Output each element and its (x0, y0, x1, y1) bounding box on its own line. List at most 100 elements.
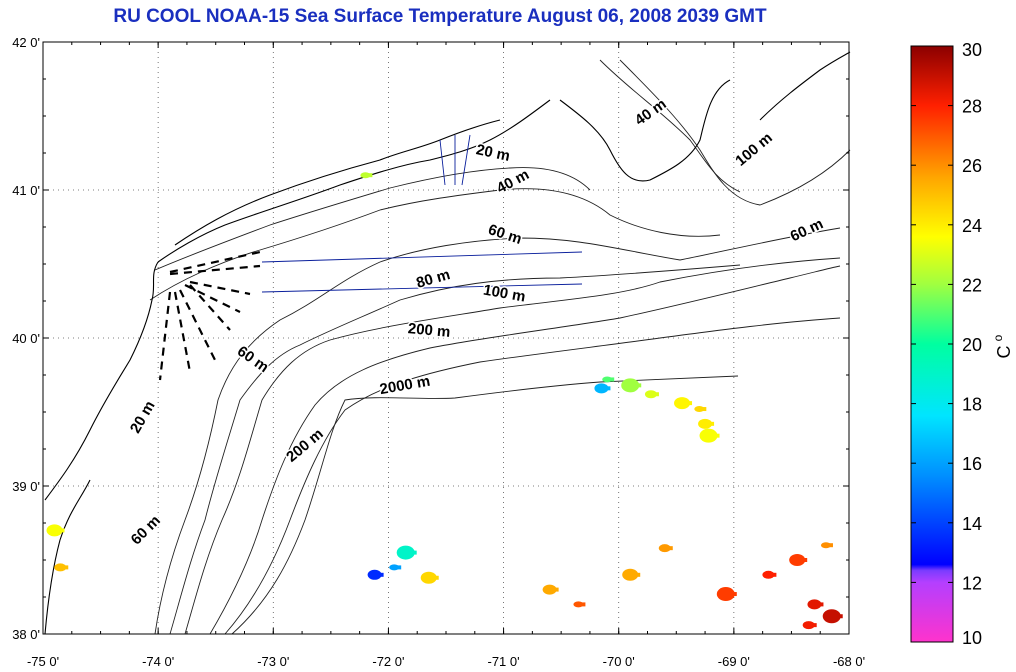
contour-label: 60 m (486, 221, 524, 248)
map-grid (43, 42, 849, 634)
sst-pixel (610, 377, 615, 382)
coastline-delmarva (44, 479, 91, 635)
sst-patch (621, 378, 640, 393)
contour-label: 20 m (127, 398, 159, 436)
sst-patch (789, 554, 806, 566)
coastline-maine (759, 51, 851, 121)
colorbar-tick-label: 30 (962, 40, 982, 60)
sst-pixel (715, 433, 720, 438)
approach-lines (158, 250, 261, 381)
contour-40m-gom (599, 59, 741, 193)
contour-100m (184, 257, 841, 635)
colorbar-tick-label: 28 (962, 97, 982, 117)
coastline (44, 51, 851, 635)
approach-line (158, 291, 172, 381)
sst-pixel (397, 565, 402, 570)
colorbar-tick-label: 16 (962, 454, 982, 474)
sst-pixel (803, 558, 808, 562)
lon-tick-label: -70 0' (603, 654, 635, 669)
sst-patch (360, 172, 371, 179)
lon-tick-label: -68 0' (833, 654, 865, 669)
approach-line (189, 280, 251, 296)
shipping-lanes (261, 134, 583, 293)
sst-patch (802, 621, 815, 630)
sst-pixel (702, 407, 707, 412)
sst-patch (762, 570, 775, 579)
sst-patch (674, 397, 691, 410)
sst-pixel (581, 602, 586, 607)
lat-tick-label: 42 0' (12, 35, 40, 50)
sst-patch (658, 544, 671, 553)
contour-60m (154, 227, 841, 635)
lon-tick-label: -72 0' (372, 654, 404, 669)
lat-tick-label: 41 0' (12, 183, 40, 198)
contour-2000m (231, 375, 739, 635)
approach-line (169, 264, 261, 276)
approach-line (169, 250, 261, 274)
sst-pixel (60, 528, 65, 533)
sst-patch (698, 418, 713, 429)
axis-tick-labels: -75 0' -74 0' -73 0' -72 0' -71 0' -70 0' -69 … (12, 35, 865, 669)
sst-pixel (838, 614, 843, 619)
sst-pixel (434, 575, 439, 580)
colorbar-unit: C (994, 346, 1014, 359)
coastline-cape-cod (559, 79, 731, 182)
lon-tick-label: -74 0' (142, 654, 174, 669)
sst-patch (602, 376, 613, 383)
sst-patch (420, 571, 437, 584)
colorbar-tick-label: 14 (962, 514, 982, 534)
contour-label: 200 m (407, 320, 451, 341)
contour-200m-outer (224, 317, 841, 635)
colorbar-tick-label: 12 (962, 573, 982, 593)
contour-20m (154, 167, 591, 271)
sst-pixel (732, 592, 737, 597)
sst-pixel (554, 587, 559, 592)
colorbar-tick-label: 18 (962, 395, 982, 415)
sst-patch (622, 568, 639, 581)
sst-patch (54, 563, 67, 572)
sst-patch (699, 428, 718, 443)
sst-pixel (379, 572, 384, 577)
lon-tick-label: -73 0' (257, 654, 289, 669)
contour-80m (169, 264, 741, 635)
contour-label: 20 m (474, 141, 511, 165)
sst-patch (644, 390, 657, 399)
contour-label: 2000 m (378, 373, 431, 399)
sst-patch (807, 599, 822, 610)
sst-patch (542, 584, 557, 595)
sst-data-layer (46, 172, 843, 630)
sst-patch (573, 601, 584, 608)
colorbar-unit-superscript: o (991, 334, 1005, 341)
sst-pixel (819, 602, 824, 607)
sst-pixel (64, 565, 69, 570)
lon-tick-label: -75 0' (27, 654, 59, 669)
sst-pixel (688, 401, 693, 406)
sst-pixel (710, 421, 715, 426)
bathymetry-contours (149, 59, 851, 635)
contour-label: 200 m (283, 425, 327, 465)
approach-line (184, 284, 241, 313)
contour-100m-gom (619, 59, 851, 206)
shipping-lane-nantucket (439, 134, 471, 186)
contour-label: 100 m (732, 129, 776, 169)
sst-pixel (606, 386, 611, 391)
sst-pixel (412, 550, 417, 555)
map-title: RU COOL NOAA-15 Sea Surface Temperature … (113, 6, 767, 27)
sst-patch (820, 542, 831, 549)
coastline-new-jersey (44, 261, 159, 501)
coastline-connecticut (174, 119, 501, 246)
contour-label: 60 m (788, 215, 826, 245)
colorbar-tick-label: 26 (962, 156, 982, 176)
sst-pixel (828, 543, 833, 548)
sst-pixel (772, 572, 777, 577)
contour-label: 40 m (494, 166, 532, 197)
shipping-lane-north (261, 251, 583, 263)
colorbar-ticks: 30 28 26 24 22 20 18 16 14 12 10 (911, 40, 982, 648)
sst-pixel (812, 623, 817, 628)
map-ticks (42, 41, 850, 635)
sst-patch (396, 545, 415, 560)
colorbar-tick-label: 10 (962, 628, 982, 648)
sst-patch (46, 524, 63, 537)
contour-label: 60 m (234, 343, 272, 377)
